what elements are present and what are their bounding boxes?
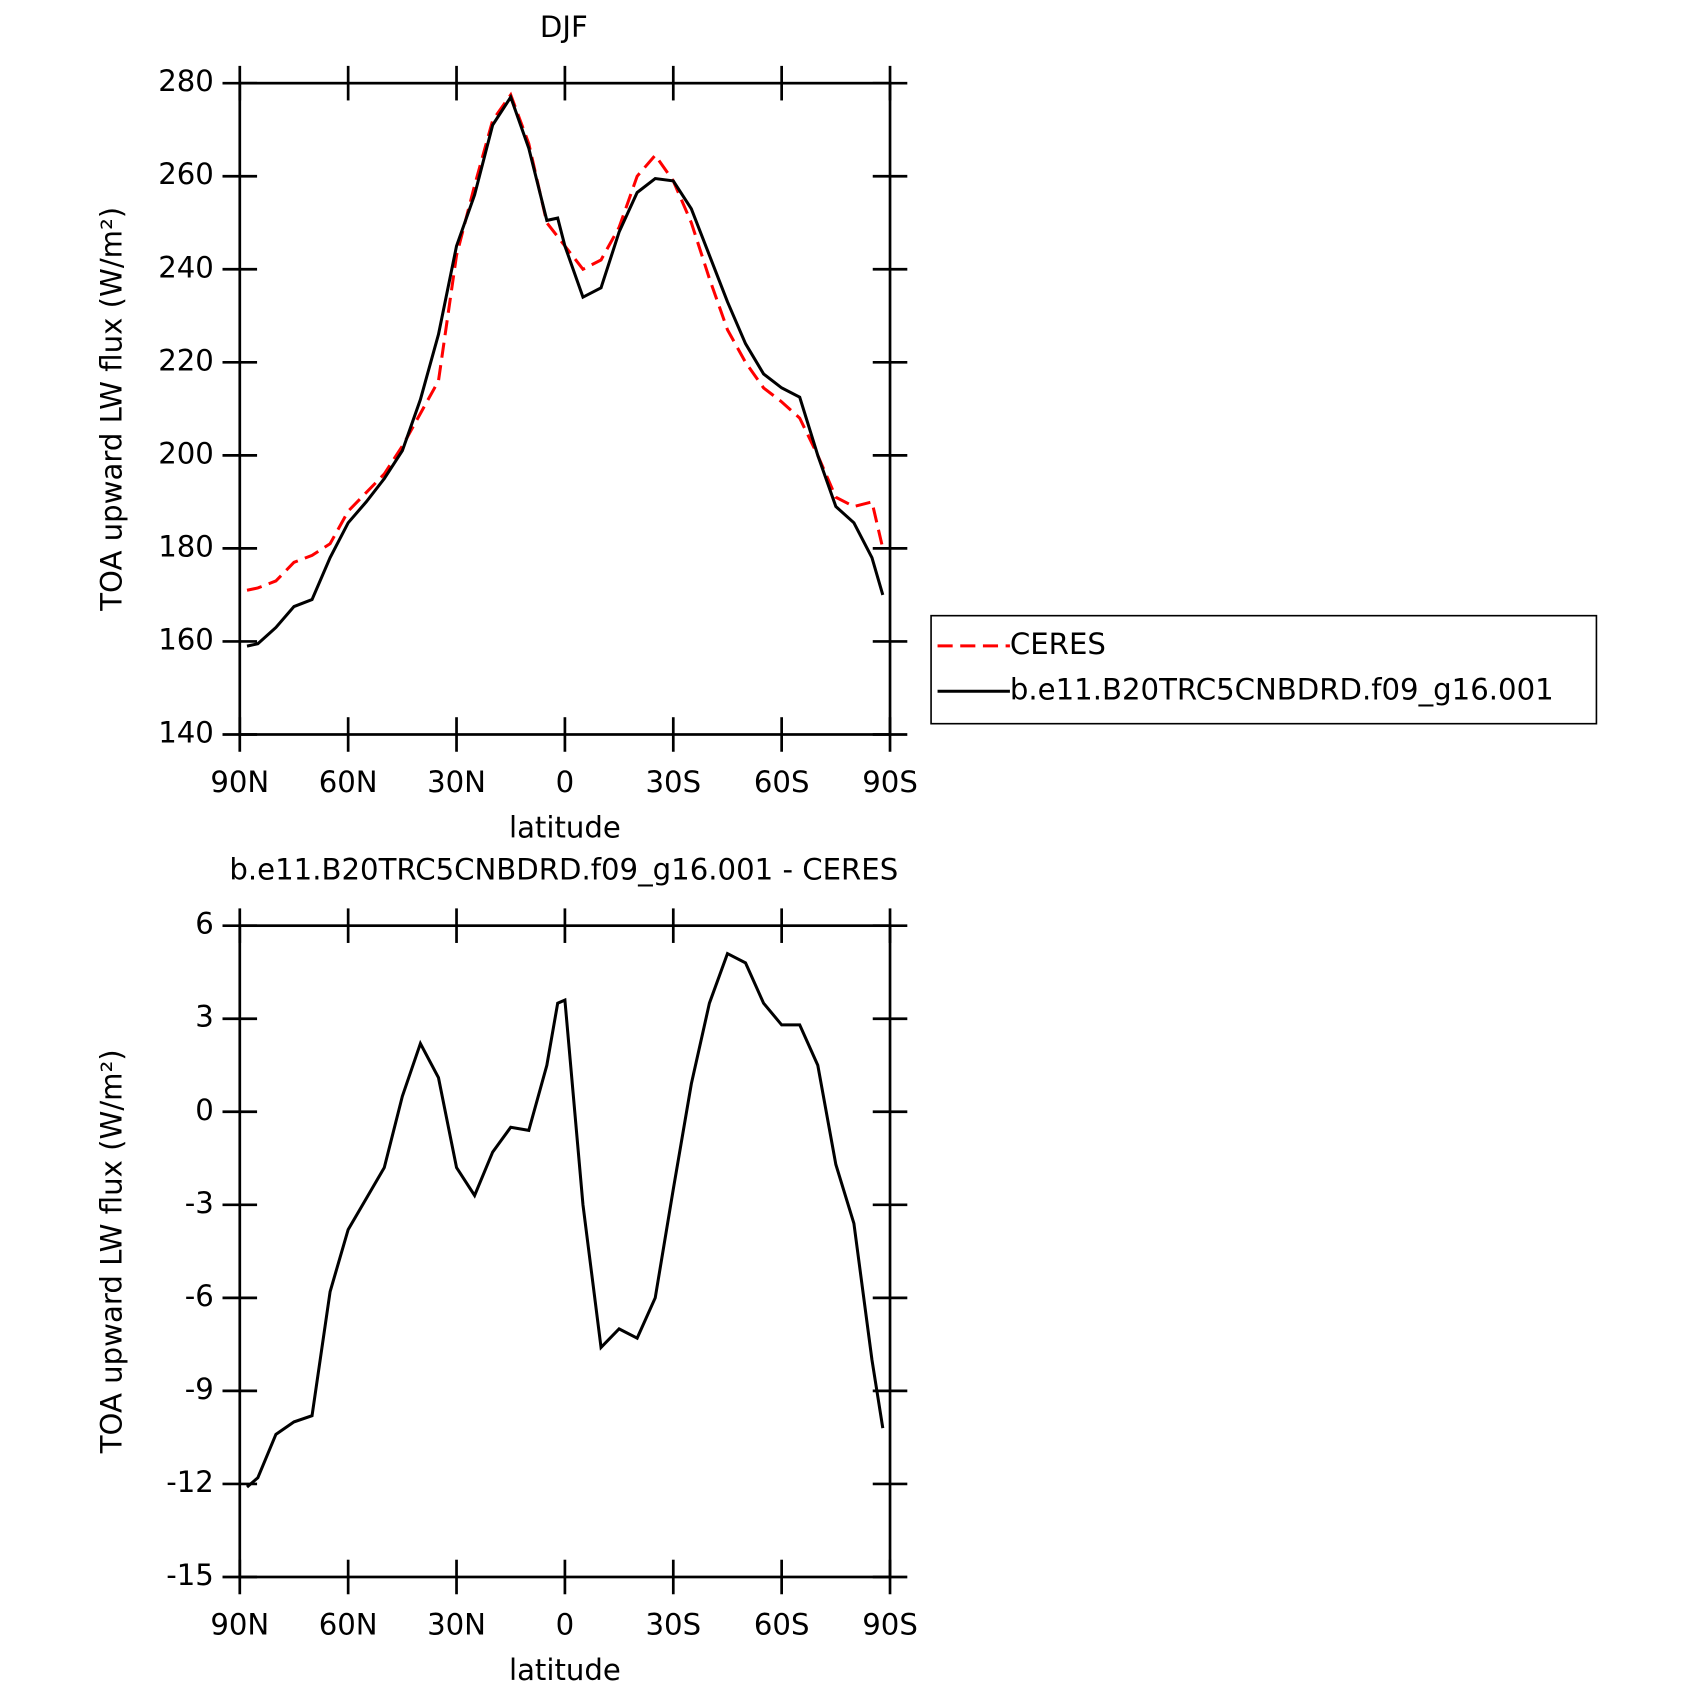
x-tick-label: 90S [862, 1608, 918, 1642]
y-tick-label: -15 [166, 1558, 214, 1592]
y-tick-label: 140 [158, 715, 214, 749]
x-tick-label: 30S [645, 765, 701, 799]
y-tick-label: 240 [158, 250, 214, 284]
y-axis-label: TOA upward LW flux (W/m²) [94, 1049, 128, 1454]
x-tick-label: 90N [210, 1608, 269, 1642]
x-tick-label: 60N [319, 1608, 378, 1642]
x-tick-label: 90N [210, 765, 269, 799]
y-tick-label: 160 [158, 622, 214, 656]
y-tick-label: 220 [158, 343, 214, 377]
y-axis-label: TOA upward LW flux (W/m²) [94, 207, 128, 612]
x-tick-label: 60S [754, 765, 810, 799]
x-axis-label: latitude [509, 811, 621, 845]
y-tick-label: -12 [166, 1465, 214, 1499]
y-tick-label: 3 [195, 1000, 214, 1034]
y-tick-label: 180 [158, 529, 214, 563]
plot-frame [238, 924, 892, 1579]
x-axis-label: latitude [509, 1653, 621, 1685]
legend-box [930, 614, 1598, 725]
x-tick-label: 90S [862, 765, 918, 799]
legend-label: CERES [1010, 627, 1106, 661]
x-tick-label: 0 [556, 765, 575, 799]
y-tick-label: 6 [195, 907, 214, 941]
chart-title: b.e11.B20TRC5CNBDRD.f09_g16.001 - CERES [229, 853, 898, 887]
y-tick-label: 0 [195, 1093, 214, 1127]
x-tick-label: 60S [754, 1608, 810, 1642]
y-tick-label: -6 [185, 1279, 214, 1313]
x-tick-label: 30N [427, 765, 486, 799]
data-line [246, 951, 885, 1489]
y-tick-label: 200 [158, 436, 214, 470]
x-tick-label: 0 [556, 1608, 575, 1642]
legend-label: b.e11.B20TRC5CNBDRD.f09_g16.001 [1010, 672, 1554, 706]
x-tick-label: 30S [645, 1608, 701, 1642]
y-tick-label: -3 [185, 1186, 214, 1220]
y-tick-label: 260 [158, 157, 214, 191]
y-tick-label: 280 [158, 64, 214, 98]
data-line [246, 93, 885, 648]
chart-title: DJF [540, 10, 588, 44]
x-tick-label: 30N [427, 1608, 486, 1642]
plot-frame [238, 81, 892, 736]
x-tick-label: 60N [319, 765, 378, 799]
y-tick-label: -9 [185, 1372, 214, 1406]
data-line [246, 91, 885, 592]
